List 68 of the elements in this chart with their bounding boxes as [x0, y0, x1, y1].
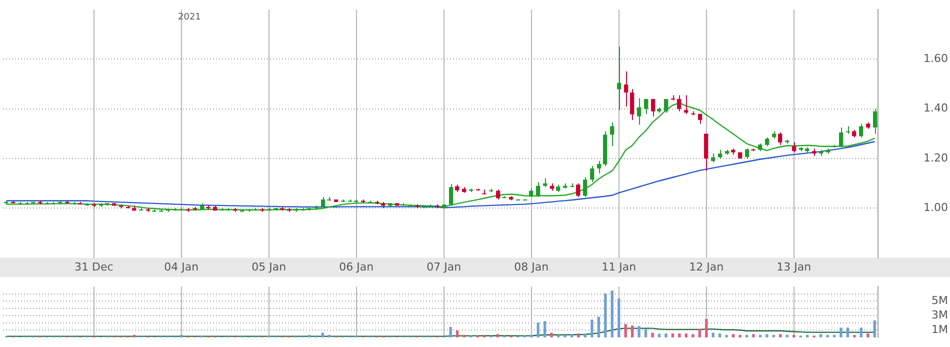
annotation: 2021: [178, 12, 201, 22]
bar: [873, 320, 876, 338]
bar: [678, 333, 681, 338]
y-tick-label: 1.40: [924, 102, 948, 115]
candlestick: [576, 182, 580, 198]
bar: [651, 332, 654, 338]
candlestick: [321, 196, 326, 209]
bar: [644, 329, 648, 338]
y-tick-label: 1.60: [924, 52, 948, 66]
candlestick: [651, 98, 656, 117]
bar: [752, 334, 755, 338]
candlestick: [617, 46, 622, 110]
x-tick-label: 06 Jan: [339, 260, 374, 274]
bar: [321, 332, 324, 338]
y-tick-label: 1.00: [924, 201, 948, 214]
candlestick: [677, 94, 682, 112]
candlestick: [637, 98, 642, 126]
bar: [604, 294, 607, 338]
x-tick-label: 12 Jan: [689, 260, 724, 274]
bar: [766, 334, 768, 338]
bar: [630, 325, 634, 338]
candlestick: [597, 160, 602, 174]
candlestick: [684, 94, 688, 114]
x-tick-label: 05 Jan: [252, 260, 286, 274]
bar: [577, 333, 580, 338]
bar: [664, 333, 668, 338]
candlestick: [839, 126, 844, 148]
candlestick: [630, 88, 634, 121]
candlestick: [778, 132, 782, 146]
x-tick-label: 13 Jan: [776, 260, 812, 274]
bar: [846, 328, 850, 338]
candlestick: [624, 70, 628, 108]
bar: [597, 316, 600, 338]
bar: [705, 318, 708, 338]
bar: [638, 326, 640, 338]
y-tick-label: 1.20: [924, 151, 948, 164]
bar: [860, 328, 863, 338]
bar: [543, 321, 546, 338]
x-tick-label: 31 Dec: [74, 260, 114, 274]
bar: [698, 329, 701, 338]
bar: [624, 324, 627, 338]
candlestick: [536, 182, 540, 198]
x-tick-label: 07 Jan: [426, 260, 462, 274]
candlestick: [496, 189, 500, 200]
x-tick-label: 08 Jan: [514, 260, 549, 274]
candlestick: [644, 98, 648, 114]
bar: [712, 332, 714, 338]
x-tick-label: 04 Jan: [164, 260, 199, 274]
candlestick: [859, 123, 864, 138]
candlestick: [610, 122, 614, 147]
candlestick: [745, 148, 750, 160]
candlestick: [449, 184, 454, 206]
bar: [590, 320, 594, 338]
bar: [536, 322, 540, 338]
bar: [550, 332, 553, 338]
bar: [610, 290, 614, 338]
bar: [618, 298, 620, 338]
candlestick: [482, 189, 486, 194]
y-tick-label: 3M: [932, 308, 948, 322]
candlestick: [664, 98, 668, 114]
bar: [840, 328, 842, 338]
y-tick-label: 1M: [932, 323, 948, 336]
x-tick-label: 11 Jan: [602, 260, 636, 274]
candlestick: [792, 142, 796, 153]
candlestick: [583, 176, 588, 198]
y-tick-label: 5M: [932, 294, 948, 307]
candlestick: [873, 108, 878, 134]
candlestick: [590, 165, 594, 183]
